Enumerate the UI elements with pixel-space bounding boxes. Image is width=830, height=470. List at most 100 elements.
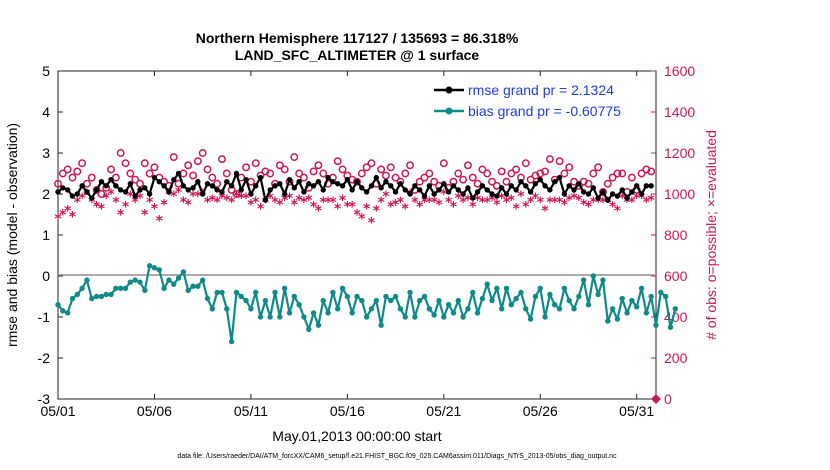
obs-possible-point	[232, 190, 241, 198]
rmse-point	[243, 176, 249, 183]
bias-point	[513, 295, 519, 302]
chart-title-line1: Northern Hemisphere 117127 / 135693 = 86…	[196, 30, 519, 46]
rmse-point	[566, 183, 572, 189]
obs-possible-point	[603, 179, 612, 188]
obs-possible-point	[459, 175, 468, 184]
obs-possible-point	[526, 175, 535, 184]
bias-point	[151, 265, 158, 271]
rmse-point	[233, 170, 240, 177]
obs-evaluated-point: *	[604, 195, 612, 211]
obs-evaluated-point: *	[146, 195, 154, 211]
bias-point	[248, 306, 254, 312]
bias-point	[185, 287, 191, 294]
obs-possible-point	[521, 159, 530, 168]
obs-evaluated-point: *	[262, 195, 270, 211]
bias-point	[257, 314, 264, 320]
rmse-point	[281, 191, 288, 197]
left-y-tick-label: -3	[38, 391, 51, 407]
obs-evaluated-point: *	[561, 197, 569, 213]
rmse-point	[146, 191, 153, 197]
bias-point	[571, 306, 577, 312]
bias-point	[643, 310, 650, 316]
obs-possible-point	[63, 165, 72, 174]
rmse-point	[638, 191, 645, 197]
obs-evaluated-point: *	[575, 193, 583, 209]
rmse-point	[426, 183, 433, 189]
bias-point	[306, 326, 312, 332]
obs-possible-point	[198, 149, 207, 157]
rmse-point	[359, 185, 365, 191]
obs-evaluated-point: *	[590, 195, 598, 211]
bias-point	[108, 291, 114, 298]
obs-possible-point	[169, 153, 178, 162]
bias-point	[474, 310, 481, 316]
rmse-point	[537, 176, 543, 183]
bias-point	[161, 285, 167, 291]
obs-evaluated-point: *	[271, 195, 279, 211]
rmse-point	[547, 187, 553, 193]
rmse-point	[609, 191, 616, 197]
bias-point	[484, 281, 490, 287]
bias-point	[146, 263, 153, 269]
rmse-point	[542, 183, 548, 189]
obs-evaluated-point: *	[541, 203, 549, 219]
obs-possible-point	[565, 163, 574, 172]
rmse-point	[605, 197, 611, 203]
obs-evaluated-point: *	[334, 201, 342, 217]
series-bias	[55, 263, 678, 345]
bias-point	[272, 289, 278, 296]
bias-point	[624, 310, 630, 316]
rmse-point	[248, 191, 254, 197]
left-y-tick-label: -1	[38, 309, 51, 325]
obs-evaluated-point: *	[295, 193, 303, 209]
obs-possible-point	[309, 167, 318, 176]
obs-evaluated-point: *	[300, 195, 308, 211]
obs-possible-point	[497, 167, 506, 176]
obs-possible-point	[599, 188, 607, 196]
bias-point	[431, 312, 437, 318]
bias-point	[503, 285, 510, 291]
rmse-point	[156, 179, 162, 185]
bias-point	[672, 306, 678, 312]
left-y-axis-label: rmse and bias (model - observation)	[4, 123, 20, 347]
obs-possible-point	[502, 177, 511, 186]
bias-point	[392, 293, 399, 300]
rmse-point	[523, 183, 529, 189]
obs-possible-point	[140, 159, 149, 168]
obs-possible-point	[280, 165, 289, 174]
bias-point	[243, 297, 249, 304]
obs-possible-point	[647, 167, 656, 176]
obs-possible-point	[78, 159, 87, 168]
obs-evaluated-point: *	[170, 189, 178, 205]
obs-evaluated-point: *	[455, 191, 463, 207]
bias-point	[310, 310, 317, 316]
bias-point	[98, 293, 105, 300]
rmse-point	[142, 185, 148, 191]
obs-evaluated-point: *	[430, 195, 438, 211]
obs-possible-point	[367, 159, 376, 168]
rmse-point	[238, 187, 244, 193]
rmse-point	[219, 189, 225, 195]
bias-point	[315, 322, 322, 328]
bias-point	[412, 314, 418, 320]
obs-possible-point	[290, 153, 299, 162]
rmse-point	[585, 191, 592, 197]
obs-evaluated-point: *	[382, 189, 390, 205]
obs-evaluated-point: *	[315, 203, 323, 219]
rmse-point	[117, 187, 124, 193]
bias-point	[614, 316, 621, 322]
obs-evaluated-point: *	[209, 193, 217, 209]
obs-evaluated-point: *	[556, 195, 564, 211]
obs-evaluated-point: *	[484, 195, 492, 211]
obs-possible-point	[184, 161, 193, 170]
bias-point	[238, 293, 244, 300]
obs-evaluated-point: *	[594, 195, 602, 211]
obs-possible-point	[126, 169, 135, 178]
bias-point	[556, 306, 563, 312]
bias-point	[286, 310, 293, 316]
obs-evaluated-point: *	[416, 199, 424, 215]
rmse-point	[253, 183, 259, 189]
right-y-tick-label: 0	[664, 391, 672, 407]
left-y-tick-label: -2	[38, 350, 51, 366]
rmse-point	[552, 179, 558, 185]
